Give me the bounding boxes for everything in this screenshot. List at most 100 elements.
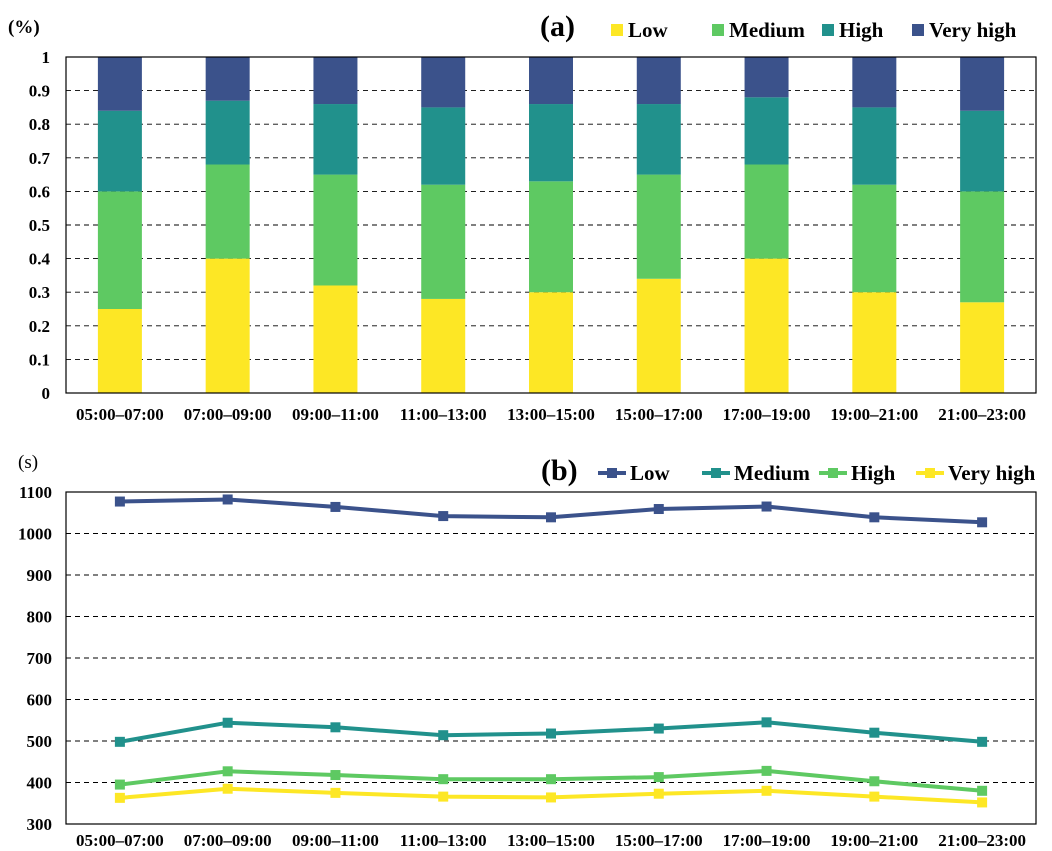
x-tick-label-b: 21:00–23:00 (938, 831, 1026, 850)
bar-segment-high (960, 110, 1005, 192)
data-point-very-high (977, 797, 988, 808)
y-tick-label-b: 900 (27, 566, 53, 585)
bar-segment-very-high (421, 57, 466, 108)
legend-marker-medium (711, 468, 721, 478)
data-point-medium (869, 727, 880, 738)
x-tick-label-a: 17:00–19:00 (723, 405, 811, 424)
x-tick-label-b: 15:00–17:00 (615, 831, 703, 850)
y-tick-label-b: 700 (27, 649, 53, 668)
bar-segment-low (636, 278, 681, 393)
y-tick-label-b: 300 (27, 815, 53, 834)
bar-segment-medium (313, 174, 358, 286)
data-point-very-high (114, 792, 125, 803)
legend-label-very-high: Very high (948, 461, 1036, 485)
y-tick-label-b: 1000 (18, 525, 52, 544)
data-point-high (977, 785, 988, 796)
y-tick-label-b: 500 (27, 732, 53, 751)
panel-b-line-chart: 300 400 500 600 700 800 900 1000 1100 05:00–07:00… (18, 452, 1037, 850)
data-point-medium (977, 736, 988, 747)
bar-segment-medium (97, 191, 142, 309)
data-point-high (114, 779, 125, 790)
legend-swatch-high (822, 24, 834, 36)
data-point-medium (330, 722, 341, 733)
legend-label-low: Low (630, 461, 671, 485)
data-point-high (869, 776, 880, 787)
bar-segment-low (960, 302, 1005, 393)
y-tick-label-a: 0.4 (29, 250, 51, 269)
x-tick-label-a: 19:00–21:00 (830, 405, 918, 424)
x-tick-label-a: 13:00–15:00 (507, 405, 595, 424)
y-tick-label-b: 400 (27, 774, 53, 793)
legend-label-low: Low (628, 18, 669, 42)
data-point-medium (546, 728, 556, 739)
y-tick-label-a: 0 (42, 384, 51, 403)
x-tick-label-b: 13:00–15:00 (507, 831, 595, 850)
data-point-medium (761, 717, 772, 728)
x-tick-label-a: 15:00–17:00 (615, 405, 703, 424)
x-tick-label-a: 05:00–07:00 (76, 405, 164, 424)
bar-segment-medium (529, 181, 573, 293)
bar-segment-very-high (97, 57, 142, 111)
data-point-low (546, 512, 556, 523)
data-point-low (653, 504, 664, 515)
data-point-low (977, 517, 988, 528)
bar-segment-high (636, 104, 681, 175)
x-tick-label-a: 09:00–11:00 (292, 405, 379, 424)
bar-segment-low (421, 298, 466, 393)
data-point-high (438, 774, 449, 785)
bar-segment-medium (421, 184, 466, 299)
bar-segment-medium (960, 191, 1005, 303)
bar-segment-high (529, 104, 573, 182)
bar-segment-high (205, 100, 250, 165)
plot-frame-b (65, 491, 1037, 825)
x-tick-label-b: 11:00–13:00 (400, 831, 487, 850)
data-point-low (761, 501, 772, 512)
y-tick-label-a: 1 (42, 48, 51, 67)
data-point-low (222, 494, 233, 505)
bar-segment-medium (744, 164, 789, 259)
data-point-high (330, 770, 341, 781)
data-point-low (438, 511, 449, 522)
legend-marker-high (828, 468, 838, 478)
data-point-high (653, 772, 664, 783)
panel-a-stacked-bar-chart: 0 0.1 0.2 0.3 0.4 0.5 0.6 0.7 0.8 0.9 1 05:00–07:00… (8, 10, 1037, 424)
bar-segment-high (421, 107, 466, 185)
bar-segment-low (205, 258, 250, 393)
x-tick-label-b: 17:00–19:00 (723, 831, 811, 850)
y-tick-label-a: 0.2 (29, 317, 50, 336)
bar-segment-high (313, 104, 358, 175)
legend-label-high: High (839, 18, 884, 42)
legend-marker-low (607, 468, 617, 478)
legend-label-medium: Medium (734, 461, 810, 485)
data-point-high (761, 765, 772, 776)
x-tick-label-b: 09:00–11:00 (292, 831, 379, 850)
data-point-low (114, 496, 125, 507)
x-tick-label-b: 07:00–09:00 (184, 831, 272, 850)
legend-swatch-medium (712, 24, 724, 36)
y-tick-label-a: 0.6 (29, 182, 50, 201)
legend-b: Low Medium High Very high (598, 461, 1036, 485)
data-point-medium (653, 723, 664, 734)
legend-swatch-low (611, 24, 623, 36)
legend-label-very-high: Very high (929, 18, 1017, 42)
y-tick-label-a: 0.8 (29, 115, 50, 134)
x-tick-label-a: 07:00–09:00 (184, 405, 272, 424)
panel-label-b: (b) (541, 454, 578, 487)
bar-segment-medium (205, 164, 250, 259)
bar-segment-very-high (313, 57, 358, 105)
y-axis-unit-a: (%) (8, 17, 40, 38)
bar-segment-very-high (744, 57, 789, 98)
data-point-medium (438, 730, 449, 741)
y-tick-label-a: 0.7 (29, 149, 51, 168)
x-tick-label-a: 11:00–13:00 (400, 405, 487, 424)
bar-segment-low (529, 292, 573, 393)
data-point-very-high (869, 791, 880, 802)
legend-label-high: High (851, 461, 896, 485)
y-tick-label-a: 0.5 (29, 216, 50, 235)
data-point-very-high (546, 792, 556, 803)
data-point-medium (222, 717, 233, 728)
bar-segment-medium (852, 184, 897, 293)
y-axis-unit-b: (s) (18, 452, 38, 473)
x-tick-label-a: 21:00–23:00 (938, 405, 1026, 424)
